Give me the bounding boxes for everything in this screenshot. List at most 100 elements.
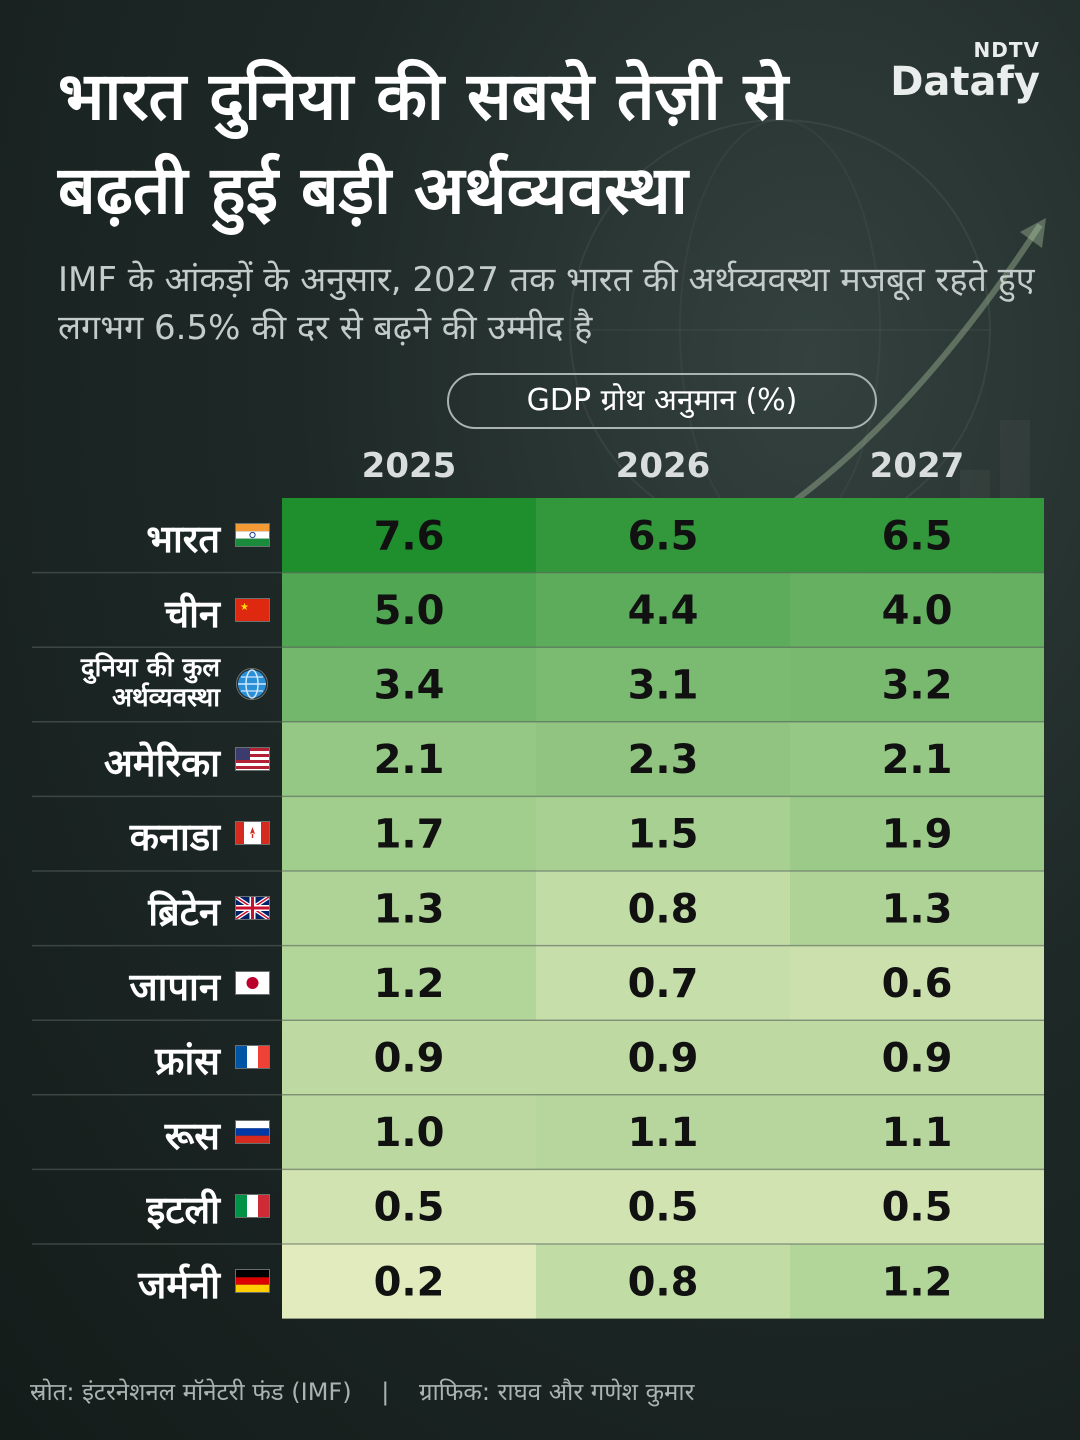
- uk-flag: [235, 896, 270, 920]
- cell-4-1: [536, 796, 790, 871]
- cell-value-1-0: 5.0: [374, 588, 445, 634]
- cell-value-7-1: 0.9: [628, 1036, 699, 1082]
- cell-0-2: [790, 498, 1044, 573]
- row-label: अमेरिका: [103, 740, 220, 785]
- cell-9-0: [282, 1169, 536, 1244]
- cell-value-6-0: 1.2: [374, 961, 445, 1007]
- cell-value-6-1: 0.7: [628, 961, 699, 1007]
- italy-flag: [235, 1194, 270, 1219]
- cell-7-0: [282, 1020, 536, 1095]
- china-flag: ★: [235, 597, 270, 622]
- row-label: रूस: [164, 1113, 220, 1158]
- table-label-pill: GDP ग्रोथ अनुमान (%): [447, 373, 877, 429]
- logo-main-text: Datafy: [890, 59, 1040, 105]
- row-label: चीन: [164, 591, 220, 636]
- cell-1-0: [282, 572, 536, 648]
- cell-value-1-1: 4.4: [628, 588, 699, 634]
- row-label: ब्रिटेन: [148, 890, 220, 934]
- cell-8-1: [536, 1094, 790, 1170]
- cell-value-3-0: 2.1: [374, 737, 445, 783]
- column-header-2025: 2025: [361, 446, 457, 486]
- cell-value-5-1: 0.8: [628, 886, 699, 932]
- cell-value-0-2: 6.5: [882, 513, 953, 559]
- row-label: फ्रांस: [155, 1039, 220, 1084]
- row-label: जर्मनी: [138, 1263, 220, 1307]
- row-label: भारत: [146, 517, 220, 561]
- cell-value-1-2: 4.0: [882, 588, 953, 634]
- cell-value-0-1: 6.5: [628, 513, 699, 559]
- globe-icon: [236, 668, 268, 701]
- logo-top-text: NDTV: [973, 38, 1040, 62]
- cell-6-0: [282, 945, 536, 1021]
- cell-3-0: [282, 721, 536, 797]
- cell-value-10-2: 1.2: [882, 1259, 953, 1305]
- credit-text: ग्राफिक: राघव और गणेश कुमार: [418, 1378, 695, 1406]
- cell-value-2-2: 3.2: [882, 663, 953, 709]
- cell-3-2: [790, 721, 1044, 797]
- cell-value-6-2: 0.6: [882, 961, 953, 1007]
- cell-3-1: [536, 721, 790, 797]
- cell-value-8-2: 1.1: [882, 1110, 953, 1156]
- france-flag: [235, 1045, 270, 1070]
- cell-7-1: [536, 1020, 790, 1095]
- cell-value-4-2: 1.9: [882, 812, 953, 858]
- cell-value-5-0: 1.3: [374, 886, 445, 932]
- cell-1-1: [536, 572, 790, 648]
- cell-value-8-1: 1.1: [628, 1110, 699, 1156]
- footer: स्रोत: इंटरनेशनल मॉनेटरी फंड (IMF) | ग्र…: [30, 1375, 694, 1408]
- cell-value-4-0: 1.7: [374, 812, 445, 858]
- cell-value-2-0: 3.4: [374, 663, 445, 709]
- row-label: दुनिया की कुल अर्थव्यवस्था: [80, 653, 220, 714]
- cell-5-0: [282, 871, 536, 946]
- cell-8-2: [790, 1094, 1044, 1170]
- cell-8-0: [282, 1094, 536, 1170]
- cell-value-4-1: 1.5: [628, 812, 699, 858]
- cell-10-1: [536, 1244, 790, 1319]
- svg-text:★: ★: [240, 602, 249, 613]
- cell-5-1: [536, 871, 790, 946]
- cell-7-2: [790, 1020, 1044, 1095]
- usa-flag: [235, 746, 270, 771]
- japan-flag: [235, 970, 270, 995]
- cell-value-7-0: 0.9: [374, 1036, 445, 1082]
- cell-value-9-2: 0.5: [882, 1185, 953, 1231]
- cell-2-1: [536, 647, 790, 722]
- russia-flag: [235, 1119, 270, 1144]
- cell-2-2: [790, 647, 1044, 722]
- cell-4-2: [790, 796, 1044, 871]
- cell-value-10-0: 0.2: [374, 1259, 445, 1305]
- cell-value-3-1: 2.3: [628, 737, 699, 783]
- cell-value-3-2: 2.1: [882, 737, 953, 783]
- row-label: कनाडा: [129, 815, 220, 860]
- cell-value-5-2: 1.3: [882, 886, 953, 932]
- cell-value-9-1: 0.5: [628, 1185, 699, 1231]
- canada-flag: [235, 821, 270, 846]
- cell-4-0: [282, 796, 536, 871]
- cell-2-0: [282, 647, 536, 722]
- cell-10-0: [282, 1244, 536, 1319]
- page-title: भारत दुनिया की सबसे तेज़ी से बढ़ती हुई ब…: [58, 58, 789, 229]
- source-text: स्रोत: इंटरनेशनल मॉनेटरी फंड (IMF): [30, 1378, 352, 1406]
- cell-value-8-0: 1.0: [374, 1110, 445, 1156]
- india-flag: [235, 523, 270, 547]
- cell-value-2-1: 3.1: [628, 663, 699, 709]
- page-subtitle: IMF के आंकड़ों के अनुसार, 2027 तक भारत क…: [58, 260, 1035, 348]
- cell-6-1: [536, 945, 790, 1021]
- ndtv-datafy-logo: NDTV Datafy: [890, 38, 1040, 102]
- column-header-2026: 2026: [615, 446, 711, 486]
- cell-9-2: [790, 1169, 1044, 1244]
- row-label: जापान: [129, 964, 220, 1009]
- footer-separator: |: [381, 1378, 390, 1406]
- cell-10-2: [790, 1244, 1044, 1319]
- cell-value-0-0: 7.6: [374, 513, 445, 559]
- cell-9-1: [536, 1169, 790, 1244]
- column-header-2027: 2027: [869, 446, 965, 486]
- row-label: इटली: [146, 1188, 220, 1233]
- cell-0-1: [536, 498, 790, 573]
- cell-1-2: [790, 572, 1044, 648]
- germany-flag: [235, 1269, 270, 1293]
- cell-value-9-0: 0.5: [374, 1185, 445, 1231]
- cell-5-2: [790, 871, 1044, 946]
- cell-value-10-1: 0.8: [628, 1259, 699, 1305]
- cell-6-2: [790, 945, 1044, 1021]
